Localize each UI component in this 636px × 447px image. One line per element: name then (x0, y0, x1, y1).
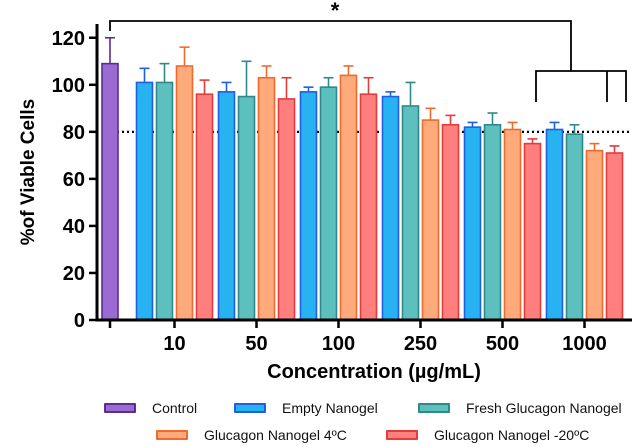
bar-fresh-glucagon-nanogel-50 (237, 95, 256, 321)
significance-bracket-group (535, 70, 627, 102)
x-tick-label-500: 500 (486, 333, 519, 355)
legend-swatch-glucagon-nanogel-4c (156, 430, 188, 440)
bar-glucagon-nanogel-4-c-500 (503, 128, 522, 321)
legend-swatch-empty-nanogel (234, 403, 266, 413)
legend-item-empty-nanogel: Empty Nanogel (234, 397, 378, 419)
bar-empty-nanogel-10 (135, 81, 154, 321)
bar-chart: 0 20 40 60 80 100 120 10 50 100 250 500 1000 * %of Vi… (18, 0, 632, 383)
y-tick-label-60: 60 (63, 169, 85, 191)
y-tick-label-80: 80 (63, 122, 85, 144)
x-tick-label-1000: 1000 (562, 333, 607, 355)
bar-glucagon-nanogel-4-c-1000 (585, 149, 604, 321)
bar-fresh-glucagon-nanogel-1000 (565, 133, 584, 321)
y-axis-title: %of Viable Cells (18, 99, 39, 245)
x-tick-label-10: 10 (163, 333, 185, 355)
legend-item-fresh-glucagon-nanogel: Fresh Glucagon Nanogel (418, 397, 622, 419)
bar-glucagon-nanogel-4-c-100 (339, 74, 358, 321)
significance-bracket (109, 20, 572, 71)
bar-empty-nanogel-500 (463, 126, 482, 321)
x-tick-label-100: 100 (322, 333, 355, 355)
bar-fresh-glucagon-nanogel-250 (401, 105, 420, 321)
y-tick-label-40: 40 (63, 216, 85, 238)
x-tick-label-50: 50 (245, 333, 267, 355)
legend-label-control: Control (152, 400, 198, 416)
bar-empty-nanogel-1000 (545, 128, 564, 321)
bar-glucagon-nanogel-20-c-100 (359, 93, 378, 321)
legend-swatch-control (104, 403, 136, 413)
bar-glucagon-nanogel-20-c-500 (523, 142, 542, 321)
bar-fresh-glucagon-nanogel-100 (319, 86, 338, 321)
legend-label-fresh-glucagon-nanogel: Fresh Glucagon Nanogel (466, 400, 622, 416)
bar-glucagon-nanogel-4-c-50 (257, 76, 276, 321)
x-tick-label-250: 250 (404, 333, 437, 355)
legend-label-glucagon-nanogel-minus20c: Glucagon Nanogel -20ºC (434, 427, 590, 443)
bar-glucagon-nanogel-20-c-10 (195, 93, 214, 321)
y-tick-label-100: 100 (52, 75, 85, 97)
legend-item-glucagon-nanogel-minus20c: Glucagon Nanogel -20ºC (386, 424, 589, 446)
bar-glucagon-nanogel-4-c-10 (175, 65, 194, 321)
y-tick-label-20: 20 (63, 263, 85, 285)
legend-row-1: Control Empty Nanogel Fresh Glucagon Nan… (0, 397, 636, 419)
y-tick-label-0: 0 (74, 310, 85, 332)
legend-swatch-fresh-glucagon-nanogel (418, 403, 450, 413)
bar-control (101, 62, 119, 321)
legend-item-glucagon-nanogel-4c: Glucagon Nanogel 4ºC (156, 424, 347, 446)
bar-empty-nanogel-250 (381, 95, 400, 321)
y-tick-label-120: 120 (52, 28, 85, 50)
legend-label-empty-nanogel: Empty Nanogel (282, 400, 378, 416)
legend-item-control: Control (104, 397, 197, 419)
bar-glucagon-nanogel-20-c-250 (441, 123, 460, 321)
bar-fresh-glucagon-nanogel-500 (483, 123, 502, 321)
x-axis-title: Concentration (µg/mL) (267, 361, 481, 383)
bar-empty-nanogel-50 (217, 91, 236, 321)
legend-swatch-glucagon-nanogel-minus20c (386, 430, 418, 440)
legend-row-2: Glucagon Nanogel 4ºC Glucagon Nanogel -2… (0, 424, 636, 446)
legend-label-glucagon-nanogel-4c: Glucagon Nanogel 4ºC (204, 427, 347, 443)
bar-glucagon-nanogel-20-c-50 (277, 98, 296, 321)
bar-glucagon-nanogel-4-c-250 (421, 119, 440, 321)
significance-asterisk: * (331, 0, 340, 23)
bar-glucagon-nanogel-20-c-1000 (605, 152, 624, 321)
bar-fresh-glucagon-nanogel-10 (155, 81, 174, 321)
bar-empty-nanogel-100 (299, 91, 318, 321)
